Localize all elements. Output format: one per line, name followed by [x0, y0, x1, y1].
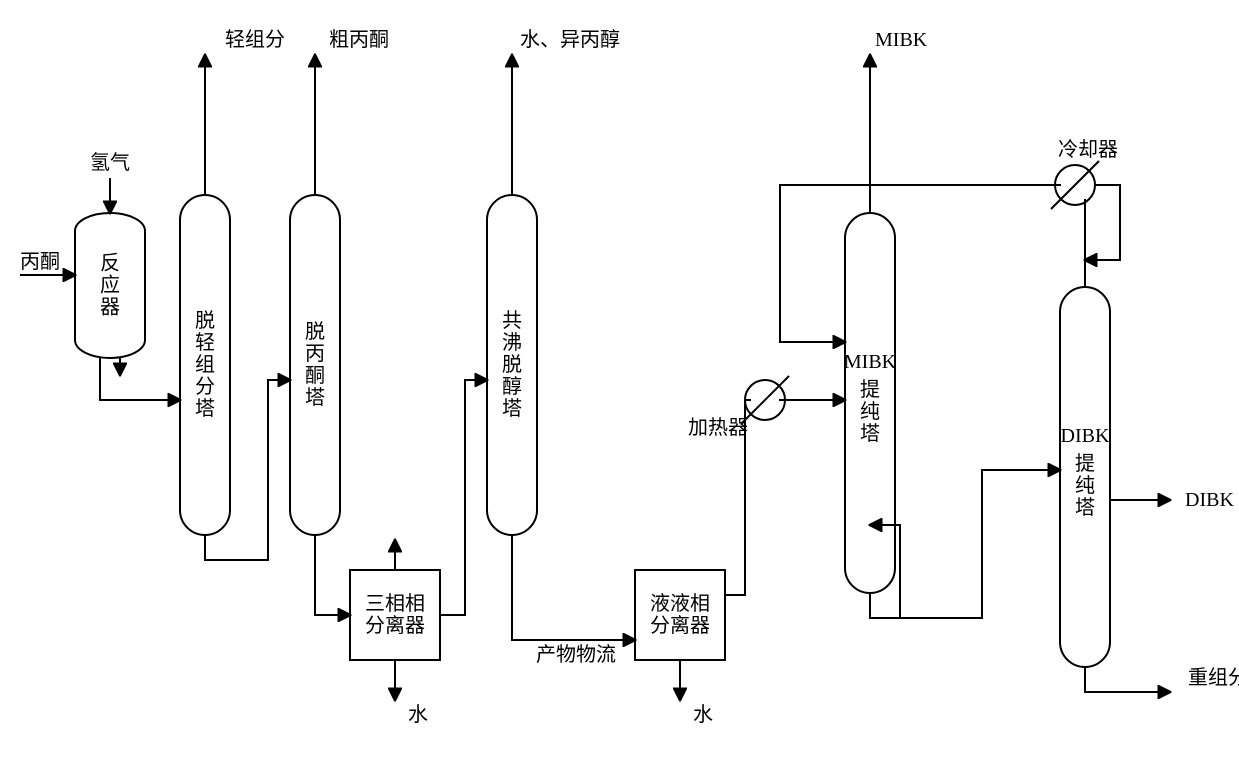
stream-cooler_to_mibk_reflux — [780, 185, 1061, 342]
svg-text:脱: 脱 — [305, 320, 325, 343]
stream-azeo_to_ll — [512, 535, 635, 640]
sep_liqliq: 液液相分离器 — [635, 570, 725, 660]
svg-text:应: 应 — [100, 274, 120, 297]
stream-mibk_bot_to_dibk — [870, 470, 1060, 618]
svg-text:MIBK: MIBK — [844, 351, 897, 373]
svg-text:酮: 酮 — [305, 365, 325, 387]
reactor: 反应器 — [75, 213, 145, 358]
svg-text:粗丙酮: 粗丙酮 — [329, 28, 389, 51]
stream-deac_to_3phase — [315, 535, 350, 615]
process-flow-diagram: 反应器脱轻组分塔脱丙酮塔共沸脱醇塔MIBK提纯塔DIBK提纯塔三相相分离器液液相… — [0, 0, 1239, 762]
svg-text:塔: 塔 — [195, 397, 215, 420]
svg-text:纯: 纯 — [860, 400, 880, 423]
svg-text:提: 提 — [860, 378, 880, 401]
col_dibk: DIBK 提纯塔 — [1060, 287, 1110, 667]
svg-text:水: 水 — [693, 703, 713, 726]
svg-text:醇: 醇 — [502, 375, 522, 398]
svg-text:冷却器: 冷却器 — [1058, 138, 1118, 161]
svg-text:DIBK: DIBK — [1185, 489, 1234, 511]
svg-text:塔: 塔 — [502, 397, 522, 420]
svg-text:轻: 轻 — [195, 331, 215, 354]
sep_3phase: 三相相分离器 — [350, 570, 440, 660]
svg-text:塔: 塔 — [860, 422, 880, 445]
svg-text:丙: 丙 — [305, 343, 325, 365]
stream-reactor_out — [100, 358, 180, 400]
svg-text:共: 共 — [502, 309, 522, 332]
svg-text:MIBK: MIBK — [875, 29, 928, 51]
svg-text:纯: 纯 — [1075, 474, 1095, 497]
svg-text:组: 组 — [195, 353, 215, 376]
svg-text:提: 提 — [1075, 452, 1095, 475]
col_deacetone: 脱丙酮塔 — [290, 195, 340, 535]
svg-text:分离器: 分离器 — [365, 614, 425, 637]
stream-3phase_to_azeo — [440, 380, 487, 615]
svg-text:DIBK: DIBK — [1061, 425, 1110, 447]
svg-text:加热器: 加热器 — [688, 416, 748, 439]
svg-text:脱: 脱 — [502, 353, 522, 376]
svg-text:丙酮: 丙酮 — [20, 251, 60, 273]
col_azeotropic: 共沸脱醇塔 — [487, 195, 537, 535]
svg-text:塔: 塔 — [1075, 496, 1095, 519]
svg-text:反: 反 — [100, 252, 120, 275]
svg-text:重组分: 重组分 — [1188, 666, 1239, 689]
svg-text:分: 分 — [195, 375, 215, 398]
svg-text:水: 水 — [408, 703, 428, 726]
svg-text:塔: 塔 — [305, 386, 325, 409]
col_mibk: MIBK 提纯塔 — [844, 213, 897, 593]
svg-text:三相相: 三相相 — [365, 592, 425, 615]
svg-text:沸: 沸 — [502, 331, 522, 354]
col_light: 脱轻组分塔 — [180, 195, 230, 535]
svg-text:分离器: 分离器 — [650, 614, 710, 637]
svg-text:液液相: 液液相 — [650, 592, 710, 615]
svg-text:氢气: 氢气 — [90, 151, 130, 174]
svg-text:脱: 脱 — [195, 309, 215, 332]
svg-text:产物物流: 产物物流 — [536, 643, 616, 666]
svg-text:器: 器 — [100, 297, 120, 319]
svg-text:水、异丙醇: 水、异丙醇 — [520, 28, 620, 51]
stream-dibk_heavy — [1085, 667, 1170, 692]
svg-text:轻组分: 轻组分 — [225, 28, 285, 51]
